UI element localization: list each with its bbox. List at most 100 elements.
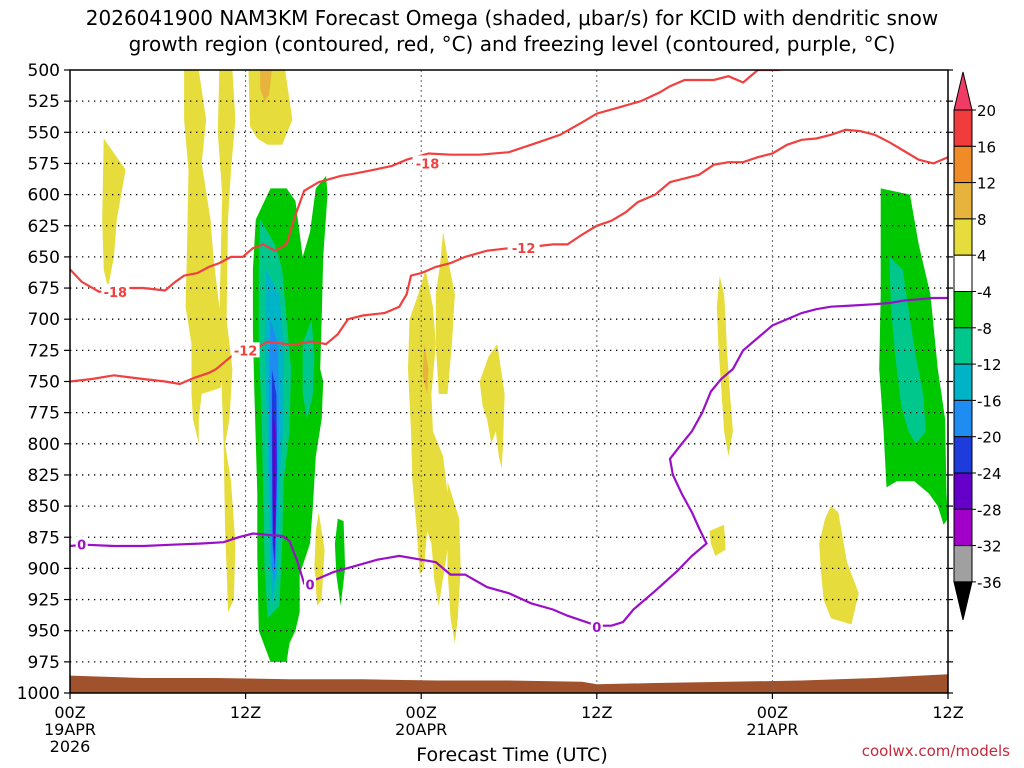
colorbar-segment-5 xyxy=(953,254,973,292)
colorbar-segment-9 xyxy=(953,399,973,438)
dendritic-label-bg xyxy=(507,240,540,256)
colorbar-top-triangle xyxy=(953,71,973,111)
colorbar-segment-7 xyxy=(953,327,973,365)
dendritic-contour-0 xyxy=(70,70,780,293)
y-tick-label: 925 xyxy=(28,591,60,611)
colorbar-label: -12 xyxy=(977,356,1002,374)
omega-region-10 xyxy=(479,344,505,469)
y-tick-label: 950 xyxy=(28,622,60,642)
x-tick-label: 00Z xyxy=(54,703,85,722)
x-tick-year-label: 2026 xyxy=(50,737,91,756)
x-tick-label: 12Z xyxy=(230,703,261,722)
colorbar-segment-1 xyxy=(953,109,973,147)
dendritic-label-1: -12 xyxy=(234,344,258,359)
y-tick-label: 675 xyxy=(28,279,60,299)
y-tick-label: 850 xyxy=(28,497,60,517)
omega-region-5 xyxy=(314,512,325,606)
omega-region-4 xyxy=(260,70,272,102)
x-tick-date-label: 21APR xyxy=(746,720,798,739)
colorbar-segment-8 xyxy=(953,363,973,401)
y-tick-label: 700 xyxy=(28,310,60,330)
y-tick-label: 600 xyxy=(28,186,60,206)
dendritic-label-0: -18 xyxy=(104,286,128,301)
y-tick-label: 900 xyxy=(28,559,60,579)
freezing-label-1: 0 xyxy=(305,579,314,594)
colorbar-segment-3 xyxy=(953,182,973,220)
x-tick-date-label: 19APR xyxy=(44,720,96,739)
dendritic-label-bg xyxy=(412,155,443,171)
colorbar-segment-6 xyxy=(953,291,973,329)
omega-region-6 xyxy=(408,269,451,606)
x-tick-label: 00Z xyxy=(757,703,788,722)
colorbar-label: -36 xyxy=(977,574,1002,592)
omega-region-18 xyxy=(302,319,315,419)
omega-region-9 xyxy=(447,481,461,644)
colorbar-segment-10 xyxy=(953,436,973,474)
colorbar-label: 8 xyxy=(977,211,987,229)
plot-area: -18 -12 -18 -12 0 0 0 xyxy=(70,70,948,693)
omega-region-12 xyxy=(709,524,726,556)
dendritic-label-extra2: -12 xyxy=(512,242,536,257)
y-tick-label: 575 xyxy=(28,154,60,174)
dendritic-label-bg xyxy=(101,283,130,299)
colorbar-label: -24 xyxy=(977,465,1002,483)
chart-title-line1: 2026041900 NAM3KM Forecast Omega (shaded… xyxy=(85,6,939,30)
colorbar-label: 20 xyxy=(977,102,996,120)
omega-region-0 xyxy=(102,138,126,288)
colorbar-label: -16 xyxy=(977,392,1002,410)
colorbar-label: 12 xyxy=(977,175,996,193)
colorbar-segment-11 xyxy=(953,472,973,510)
omega-region-13 xyxy=(819,506,859,625)
dendritic-label-extra: -18 xyxy=(416,157,440,172)
x-tick-label: 12Z xyxy=(932,703,963,722)
colorbar-label: -20 xyxy=(977,429,1002,447)
omega-region-3 xyxy=(248,70,293,145)
freezing-label-2: 0 xyxy=(592,621,601,636)
colorbar-segment-2 xyxy=(953,145,973,184)
y-tick-label: 1000 xyxy=(17,684,60,704)
omega-region-11 xyxy=(716,275,733,457)
colorbar-label: -28 xyxy=(977,501,1002,519)
y-tick-label: 550 xyxy=(28,123,60,143)
ground-shading xyxy=(70,674,948,693)
chart-title-line2: growth region (contoured, red, °C) and f… xyxy=(128,32,896,56)
omega-region-19 xyxy=(889,256,926,444)
y-tick-label: 875 xyxy=(28,528,60,548)
colorbar-label: -4 xyxy=(977,284,992,302)
colorbar-label: -32 xyxy=(977,538,1002,556)
dendritic-label-bg xyxy=(231,342,260,358)
colorbar-segment-4 xyxy=(953,218,973,256)
y-tick-label: 975 xyxy=(28,653,60,673)
colorbar-segment-12 xyxy=(953,508,973,547)
y-tick-label: 750 xyxy=(28,373,60,393)
credit-text: coolwx.com/models xyxy=(861,742,1010,760)
colorbar-bottom-triangle xyxy=(953,581,973,621)
freezing-level-contour xyxy=(70,296,948,627)
y-tick-label: 800 xyxy=(28,435,60,455)
freezing-label-bg xyxy=(590,618,603,634)
y-tick-label: 625 xyxy=(28,217,60,237)
y-tick-label: 500 xyxy=(28,61,60,81)
omega-region-8 xyxy=(435,232,455,394)
dendritic-contour-1 xyxy=(70,128,948,386)
y-tick-label: 775 xyxy=(28,404,60,424)
freezing-label-bg xyxy=(303,576,316,592)
colorbar-segment-13 xyxy=(953,545,973,583)
x-tick-label: 12Z xyxy=(581,703,612,722)
omega-region-2 xyxy=(217,70,236,612)
y-tick-label: 525 xyxy=(28,92,60,112)
x-axis-label: Forecast Time (UTC) xyxy=(416,744,608,766)
colorbar-label: 16 xyxy=(977,138,996,156)
x-tick-date-label: 20APR xyxy=(395,720,447,739)
x-tick-label: 00Z xyxy=(406,703,437,722)
y-tick-label: 725 xyxy=(28,341,60,361)
omega-region-15 xyxy=(334,518,346,606)
freezing-label-0: 0 xyxy=(77,539,86,554)
omega-region-7 xyxy=(422,344,429,394)
freezing-label-bg xyxy=(75,536,88,552)
y-tick-label: 650 xyxy=(28,248,60,268)
y-tick-label: 825 xyxy=(28,466,60,486)
colorbar-label: 4 xyxy=(977,247,987,265)
colorbar-label: -8 xyxy=(977,320,992,338)
